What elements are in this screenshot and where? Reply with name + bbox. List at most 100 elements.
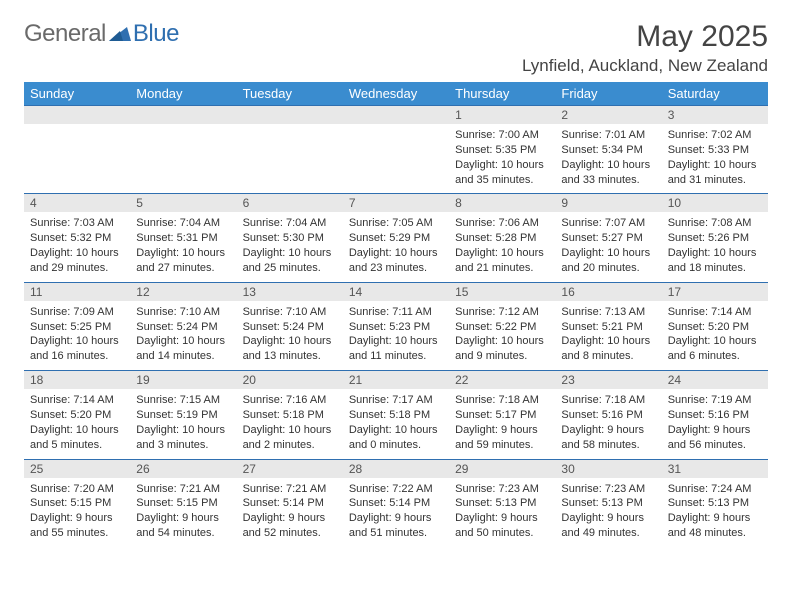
calendar-cell: 4Sunrise: 7:03 AMSunset: 5:32 PMDaylight…: [24, 194, 130, 282]
day-data: Sunrise: 7:14 AMSunset: 5:20 PMDaylight:…: [662, 301, 768, 370]
day-number: 12: [130, 283, 236, 301]
day-data: Sunrise: 7:07 AMSunset: 5:27 PMDaylight:…: [555, 212, 661, 281]
day-number: [24, 106, 130, 124]
calendar-cell: 6Sunrise: 7:04 AMSunset: 5:30 PMDaylight…: [237, 194, 343, 282]
day-header: Saturday: [662, 82, 768, 106]
day-number: 6: [237, 194, 343, 212]
day-number: 29: [449, 460, 555, 478]
day-number: 4: [24, 194, 130, 212]
day-data: [24, 124, 130, 182]
day-number: 19: [130, 371, 236, 389]
day-number: 27: [237, 460, 343, 478]
logo: General Blue: [24, 20, 179, 48]
day-data: Sunrise: 7:01 AMSunset: 5:34 PMDaylight:…: [555, 124, 661, 193]
logo-text-blue: Blue: [133, 20, 179, 48]
day-data: Sunrise: 7:15 AMSunset: 5:19 PMDaylight:…: [130, 389, 236, 458]
calendar-cell: 22Sunrise: 7:18 AMSunset: 5:17 PMDayligh…: [449, 371, 555, 459]
day-data: Sunrise: 7:12 AMSunset: 5:22 PMDaylight:…: [449, 301, 555, 370]
calendar-cell: 18Sunrise: 7:14 AMSunset: 5:20 PMDayligh…: [24, 371, 130, 459]
calendar-cell: 11Sunrise: 7:09 AMSunset: 5:25 PMDayligh…: [24, 282, 130, 370]
calendar-cell: 17Sunrise: 7:14 AMSunset: 5:20 PMDayligh…: [662, 282, 768, 370]
day-data: Sunrise: 7:00 AMSunset: 5:35 PMDaylight:…: [449, 124, 555, 193]
day-data: Sunrise: 7:14 AMSunset: 5:20 PMDaylight:…: [24, 389, 130, 458]
calendar-cell: 2Sunrise: 7:01 AMSunset: 5:34 PMDaylight…: [555, 106, 661, 194]
day-data: Sunrise: 7:20 AMSunset: 5:15 PMDaylight:…: [24, 478, 130, 547]
day-number: 25: [24, 460, 130, 478]
day-data: Sunrise: 7:23 AMSunset: 5:13 PMDaylight:…: [555, 478, 661, 547]
day-number: 26: [130, 460, 236, 478]
calendar-cell: 5Sunrise: 7:04 AMSunset: 5:31 PMDaylight…: [130, 194, 236, 282]
day-number: 24: [662, 371, 768, 389]
day-data: Sunrise: 7:06 AMSunset: 5:28 PMDaylight:…: [449, 212, 555, 281]
header: General Blue May 2025 Lynfield, Auckland…: [24, 20, 768, 76]
calendar-cell: 14Sunrise: 7:11 AMSunset: 5:23 PMDayligh…: [343, 282, 449, 370]
day-header: Monday: [130, 82, 236, 106]
day-header: Tuesday: [237, 82, 343, 106]
day-number: 8: [449, 194, 555, 212]
day-number: 7: [343, 194, 449, 212]
calendar-cell: 13Sunrise: 7:10 AMSunset: 5:24 PMDayligh…: [237, 282, 343, 370]
calendar-cell: 3Sunrise: 7:02 AMSunset: 5:33 PMDaylight…: [662, 106, 768, 194]
day-header: Friday: [555, 82, 661, 106]
day-data: Sunrise: 7:11 AMSunset: 5:23 PMDaylight:…: [343, 301, 449, 370]
day-number: 22: [449, 371, 555, 389]
calendar-cell: 1Sunrise: 7:00 AMSunset: 5:35 PMDaylight…: [449, 106, 555, 194]
calendar-cell: 31Sunrise: 7:24 AMSunset: 5:13 PMDayligh…: [662, 459, 768, 547]
day-header: Wednesday: [343, 82, 449, 106]
day-number: 13: [237, 283, 343, 301]
calendar-cell: [237, 106, 343, 194]
day-data: Sunrise: 7:10 AMSunset: 5:24 PMDaylight:…: [130, 301, 236, 370]
day-number: 15: [449, 283, 555, 301]
calendar-cell: 15Sunrise: 7:12 AMSunset: 5:22 PMDayligh…: [449, 282, 555, 370]
calendar-cell: 26Sunrise: 7:21 AMSunset: 5:15 PMDayligh…: [130, 459, 236, 547]
calendar-cell: [343, 106, 449, 194]
day-number: 21: [343, 371, 449, 389]
calendar-cell: 16Sunrise: 7:13 AMSunset: 5:21 PMDayligh…: [555, 282, 661, 370]
day-data: Sunrise: 7:17 AMSunset: 5:18 PMDaylight:…: [343, 389, 449, 458]
day-header: Thursday: [449, 82, 555, 106]
day-data: Sunrise: 7:23 AMSunset: 5:13 PMDaylight:…: [449, 478, 555, 547]
day-data: Sunrise: 7:08 AMSunset: 5:26 PMDaylight:…: [662, 212, 768, 281]
day-data: Sunrise: 7:05 AMSunset: 5:29 PMDaylight:…: [343, 212, 449, 281]
location: Lynfield, Auckland, New Zealand: [522, 56, 768, 76]
day-data: Sunrise: 7:21 AMSunset: 5:14 PMDaylight:…: [237, 478, 343, 547]
day-data: Sunrise: 7:19 AMSunset: 5:16 PMDaylight:…: [662, 389, 768, 458]
day-data: Sunrise: 7:04 AMSunset: 5:31 PMDaylight:…: [130, 212, 236, 281]
day-data: Sunrise: 7:10 AMSunset: 5:24 PMDaylight:…: [237, 301, 343, 370]
calendar-cell: 9Sunrise: 7:07 AMSunset: 5:27 PMDaylight…: [555, 194, 661, 282]
day-data: Sunrise: 7:13 AMSunset: 5:21 PMDaylight:…: [555, 301, 661, 370]
day-number: 1: [449, 106, 555, 124]
day-number: 14: [343, 283, 449, 301]
logo-text-general: General: [24, 20, 106, 48]
calendar-cell: 19Sunrise: 7:15 AMSunset: 5:19 PMDayligh…: [130, 371, 236, 459]
calendar-cell: 27Sunrise: 7:21 AMSunset: 5:14 PMDayligh…: [237, 459, 343, 547]
calendar-cell: 23Sunrise: 7:18 AMSunset: 5:16 PMDayligh…: [555, 371, 661, 459]
day-data: Sunrise: 7:22 AMSunset: 5:14 PMDaylight:…: [343, 478, 449, 547]
day-number: 16: [555, 283, 661, 301]
calendar-cell: 30Sunrise: 7:23 AMSunset: 5:13 PMDayligh…: [555, 459, 661, 547]
day-data: [343, 124, 449, 182]
day-data: Sunrise: 7:02 AMSunset: 5:33 PMDaylight:…: [662, 124, 768, 193]
day-number: 11: [24, 283, 130, 301]
day-number: 28: [343, 460, 449, 478]
day-number: 31: [662, 460, 768, 478]
logo-icon: [109, 20, 131, 48]
day-data: Sunrise: 7:24 AMSunset: 5:13 PMDaylight:…: [662, 478, 768, 547]
calendar-table: SundayMondayTuesdayWednesdayThursdayFrid…: [24, 82, 768, 547]
day-data: Sunrise: 7:09 AMSunset: 5:25 PMDaylight:…: [24, 301, 130, 370]
day-number: [237, 106, 343, 124]
day-number: 2: [555, 106, 661, 124]
day-number: 23: [555, 371, 661, 389]
calendar-cell: [24, 106, 130, 194]
day-data: [237, 124, 343, 182]
calendar-cell: 29Sunrise: 7:23 AMSunset: 5:13 PMDayligh…: [449, 459, 555, 547]
calendar-cell: [130, 106, 236, 194]
day-data: Sunrise: 7:03 AMSunset: 5:32 PMDaylight:…: [24, 212, 130, 281]
calendar-cell: 20Sunrise: 7:16 AMSunset: 5:18 PMDayligh…: [237, 371, 343, 459]
calendar-cell: 24Sunrise: 7:19 AMSunset: 5:16 PMDayligh…: [662, 371, 768, 459]
calendar-cell: 12Sunrise: 7:10 AMSunset: 5:24 PMDayligh…: [130, 282, 236, 370]
day-number: 5: [130, 194, 236, 212]
calendar-cell: 25Sunrise: 7:20 AMSunset: 5:15 PMDayligh…: [24, 459, 130, 547]
day-data: Sunrise: 7:18 AMSunset: 5:17 PMDaylight:…: [449, 389, 555, 458]
day-number: 18: [24, 371, 130, 389]
